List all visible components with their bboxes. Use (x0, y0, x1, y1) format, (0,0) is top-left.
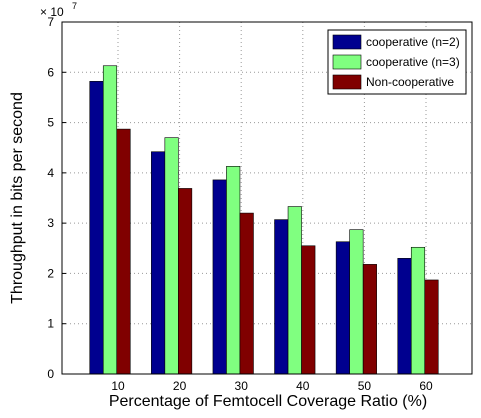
y-tick-label: 1 (47, 317, 54, 331)
bar (212, 179, 227, 375)
bar (410, 246, 426, 375)
x-tick-label: 40 (296, 379, 310, 393)
bar (89, 81, 104, 375)
x-tick-label: 30 (235, 379, 249, 393)
y-tick-label: 0 (47, 367, 54, 381)
bar (397, 258, 412, 375)
bar (164, 137, 179, 375)
legend-swatch (332, 74, 362, 90)
plot-frame (61, 21, 473, 375)
bar (178, 188, 193, 375)
y-multiplier-exponent: 7 (72, 1, 77, 11)
bar (239, 212, 254, 375)
bar (226, 166, 241, 375)
legend-label: Non-cooperative (366, 75, 454, 89)
x-tick-label: 60 (419, 379, 433, 393)
bar (287, 206, 302, 375)
y-tick-label: 6 (47, 65, 54, 79)
y-axis-label: Throughput in bits per second (9, 92, 26, 304)
legend-swatch (332, 54, 362, 70)
y-tick-label: 7 (47, 15, 54, 29)
bar (301, 245, 316, 375)
bar (102, 65, 118, 375)
x-tick-label: 20 (173, 379, 187, 393)
y-tick-label: 3 (47, 216, 54, 230)
bar (362, 264, 377, 375)
bar (116, 128, 131, 375)
x-tick-label: 10 (111, 379, 125, 393)
bar (424, 279, 439, 375)
y-multiplier: × 10 (40, 5, 64, 19)
x-axis-label: Percentage of Femtocell Coverage Ratio (… (109, 393, 427, 410)
x-tick-label: 50 (358, 379, 372, 393)
y-tick-label: 2 (47, 266, 54, 280)
y-tick-label: 5 (47, 116, 54, 130)
bar (151, 151, 166, 375)
bar (274, 219, 289, 375)
legend-label: cooperative (n=2) (366, 35, 460, 49)
legend-label: cooperative (n=3) (366, 55, 460, 69)
bar (349, 229, 364, 375)
bar (335, 241, 350, 375)
legend-swatch (332, 34, 362, 50)
y-tick-label: 4 (47, 166, 54, 180)
